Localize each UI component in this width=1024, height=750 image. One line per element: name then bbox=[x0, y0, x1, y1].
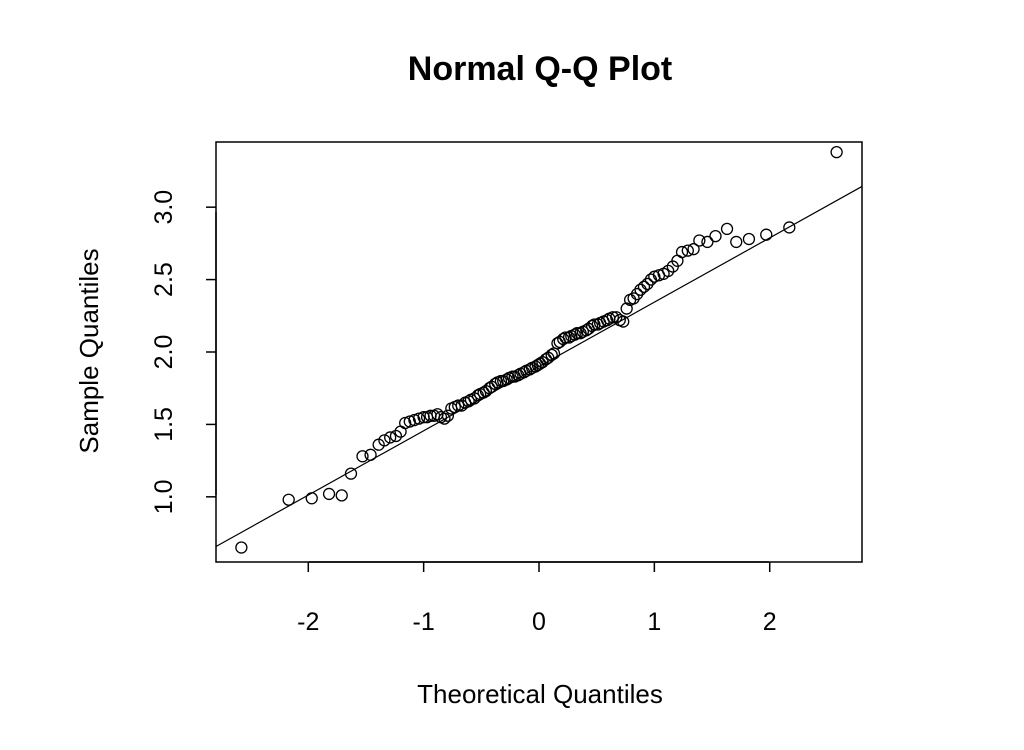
data-point bbox=[557, 332, 570, 346]
x-tick-label: 2 bbox=[763, 608, 777, 636]
data-point bbox=[675, 245, 689, 259]
data-point bbox=[305, 492, 318, 505]
data-point bbox=[282, 493, 295, 506]
data-point bbox=[620, 302, 633, 315]
data-point bbox=[637, 280, 651, 293]
data-point bbox=[730, 235, 743, 249]
x-tick-label: 1 bbox=[647, 608, 661, 636]
y-ticks: 1.0 1.5 2.0 2.5 3.0 bbox=[150, 190, 216, 514]
data-point bbox=[600, 313, 614, 327]
data-point bbox=[378, 434, 391, 447]
y-axis-label: Sample Quantiles bbox=[74, 248, 104, 453]
data-point bbox=[606, 311, 619, 324]
data-point bbox=[389, 429, 403, 443]
data-point bbox=[687, 243, 700, 256]
data-point bbox=[830, 145, 843, 159]
data-point bbox=[384, 431, 397, 444]
data-point bbox=[441, 409, 455, 422]
data-point bbox=[462, 395, 475, 408]
data-point bbox=[588, 318, 601, 331]
data-point bbox=[344, 467, 358, 480]
data-point bbox=[489, 377, 502, 391]
data-point bbox=[627, 292, 640, 305]
data-point bbox=[570, 327, 584, 340]
y-tick-label: 1.0 bbox=[150, 479, 178, 514]
data-points bbox=[235, 145, 843, 554]
data-point bbox=[610, 311, 623, 324]
data-point bbox=[585, 319, 599, 333]
y-tick-label: 2.0 bbox=[150, 335, 178, 370]
data-point bbox=[452, 399, 465, 412]
data-point bbox=[455, 399, 468, 412]
data-point bbox=[720, 222, 734, 236]
x-ticks: -2 -1 0 1 2 bbox=[297, 562, 777, 636]
data-point bbox=[783, 221, 796, 234]
plot-frame bbox=[215, 141, 863, 563]
y-tick-label: 1.5 bbox=[150, 407, 178, 442]
data-point bbox=[335, 489, 348, 502]
data-point bbox=[681, 244, 694, 257]
data-point bbox=[438, 412, 451, 425]
data-point bbox=[356, 450, 369, 463]
data-point bbox=[760, 228, 773, 241]
data-point bbox=[693, 234, 706, 247]
data-point bbox=[709, 229, 722, 243]
x-tick-label: -2 bbox=[297, 608, 319, 636]
data-point bbox=[364, 448, 377, 461]
y-tick-label: 3.0 bbox=[150, 190, 178, 225]
data-point bbox=[641, 277, 654, 291]
data-point bbox=[568, 328, 581, 341]
x-tick-label: 0 bbox=[532, 608, 546, 636]
y-tick-label: 2.5 bbox=[150, 262, 178, 297]
data-point bbox=[662, 264, 675, 278]
data-point bbox=[701, 235, 714, 249]
data-point bbox=[559, 331, 572, 344]
data-point bbox=[500, 373, 513, 386]
data-point bbox=[630, 287, 644, 301]
x-axis-label: Theoretical Quantiles bbox=[417, 679, 663, 709]
chart-title: Normal Q-Q Plot bbox=[408, 50, 672, 88]
data-point bbox=[742, 232, 756, 246]
x-tick-label: -1 bbox=[413, 608, 435, 636]
data-point bbox=[322, 487, 336, 501]
data-point bbox=[545, 348, 558, 362]
data-point bbox=[235, 541, 248, 554]
data-point bbox=[617, 315, 630, 328]
